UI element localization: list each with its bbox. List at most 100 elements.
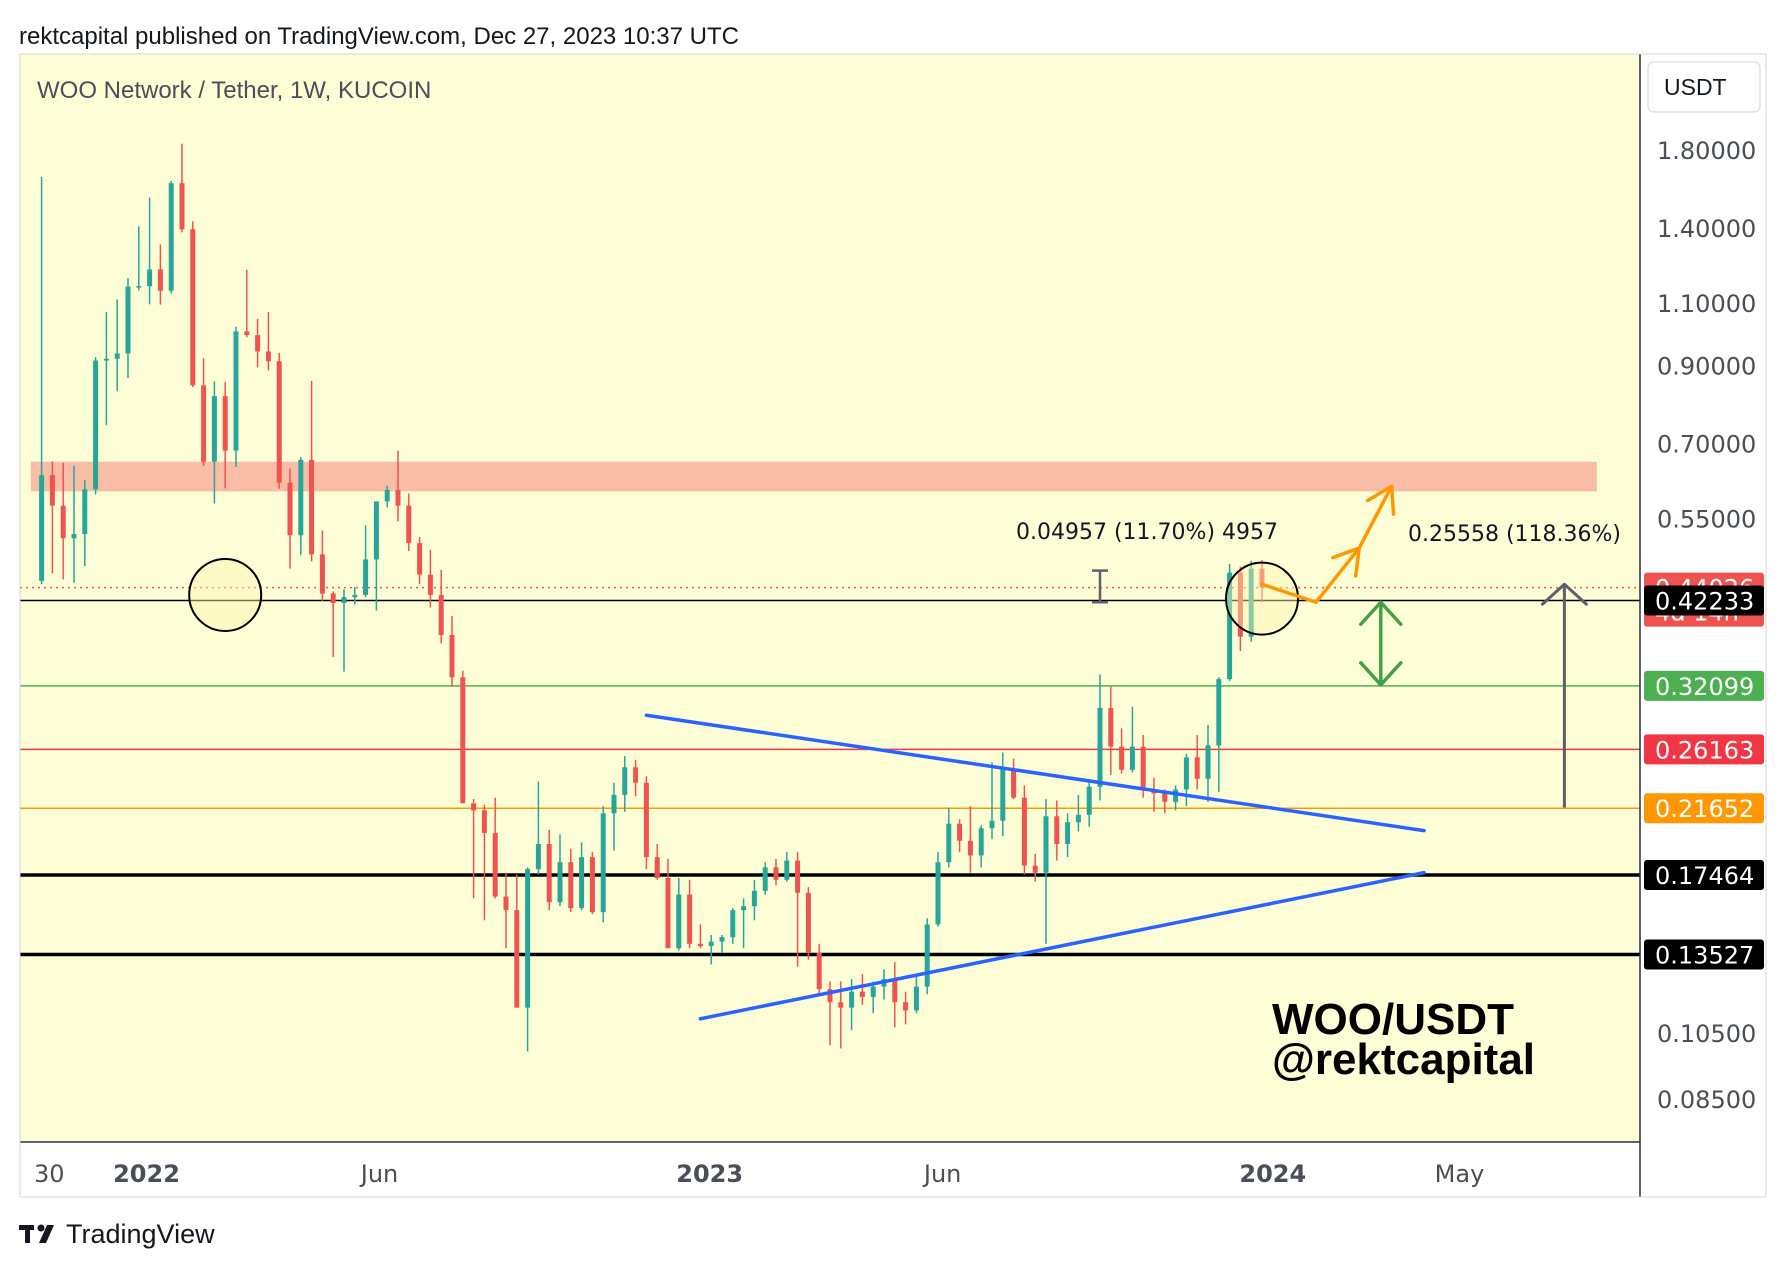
candle-body [1011,768,1017,798]
price-level-badge-label: 0.32099 [1655,673,1754,701]
candle-body [849,991,855,1008]
candle-body [417,543,423,575]
tradingview-logo[interactable]: TradingView [19,1219,215,1249]
candle-body [557,862,563,903]
candle-body [719,937,725,942]
candle-body [751,890,757,907]
y-tick-label: 0.90000 [1657,352,1756,380]
candle-body [1173,789,1179,802]
candle-body [276,361,282,483]
candle-body [773,867,779,880]
projection-arrowhead-mid [1331,546,1361,578]
candle-body [1065,822,1071,844]
candle-body [71,534,77,539]
candle-body [1194,757,1200,779]
candle-body [384,489,390,502]
candle-body [471,803,477,811]
candle-body [600,813,606,913]
y-tick-label: 0.70000 [1657,430,1756,458]
candle-body [1075,814,1081,823]
candle-body [1162,793,1168,802]
watermark-pair: WOO/USDT [1272,995,1514,1044]
chart-pane[interactable] [20,54,1640,1142]
green-range-arrowhead-down [1359,661,1403,687]
candle-body [60,505,66,539]
y-tick-label: 0.08500 [1657,1086,1756,1114]
candle-body [1119,746,1125,770]
candle-body [449,635,455,678]
candle-body [319,554,325,594]
highlight-circle [188,557,263,632]
candle-body [341,597,347,603]
x-tick-label: 30 [34,1160,65,1188]
candle-body [1043,816,1049,873]
candle-body [481,810,487,833]
candle-body [265,351,271,362]
price-level-badge-label: 0.42233 [1655,588,1754,616]
candle-body [989,820,995,829]
candle-body [622,767,628,795]
gray-measure-arrowhead [1540,582,1588,606]
projection-path [1260,484,1394,605]
candle-body [492,832,498,897]
candle-body [546,843,552,903]
currency-button-label: USDT [1664,74,1727,100]
candle-body [1205,745,1211,779]
candle-body [1086,786,1092,815]
drawing-layer: 0.04957 (11.70%) 4957 0.25558 (118.36%) [188,484,1621,1021]
candle-body [967,840,973,856]
triangle-upper-trendline [644,713,1426,833]
candle-body [643,782,649,858]
candle-body [114,353,120,359]
y-tick-label: 0.55000 [1657,505,1756,533]
candle-body [503,896,509,911]
candle-body [762,867,768,891]
candle-body [676,894,682,949]
candle-body [870,986,876,997]
price-level-badge-label: 0.21652 [1655,795,1754,823]
candle-body [568,862,574,909]
tradingview-logo-icon [19,1224,54,1243]
candle-body [913,986,919,1011]
candle-body [1129,746,1135,770]
candle-body [157,269,163,291]
candle-body [298,459,304,536]
candle-body [903,1002,909,1011]
candle-body [525,869,531,1008]
candle-body [1021,797,1027,866]
price-level-badge [1644,585,1764,616]
y-tick-label: 1.80000 [1657,137,1756,165]
x-tick-label: May [1435,1160,1485,1188]
candle-body [244,331,250,336]
candle-body [957,823,963,841]
price-level-badge [1644,734,1764,765]
price-level-badge-label: 0.26163 [1655,736,1754,764]
candle-body [168,183,174,291]
candle-body [859,991,865,997]
candle-body [352,594,358,598]
x-tick-label: Jun [359,1160,399,1188]
currency-button[interactable]: USDT [1647,61,1761,113]
time-axis[interactable] [20,1142,1766,1197]
price-level-badge [1644,670,1764,701]
price-level-badge-label: 0.13527 [1655,941,1754,969]
candle-body [1216,679,1222,746]
candle-body [255,335,261,352]
candle-body [1237,572,1243,637]
candle-body [39,475,45,581]
candle-body [1032,865,1038,873]
candle-body [784,860,790,880]
candle-body [438,594,444,636]
resistance-zone-layer [30,461,1597,492]
candle-body [1227,572,1233,680]
measure-label-large: 0.25558 (118.36%) [1408,522,1621,547]
axis-layer: 1.80000 1.40000 1.10000 0.90000 0.70000 0.550… [34,137,1764,1188]
candle-body [93,360,99,490]
y-tick-label: 1.10000 [1657,290,1756,318]
candle-body [136,286,142,288]
candle-body [1097,707,1103,787]
projection-arrowhead-end [1365,484,1396,516]
x-tick-label: 2024 [1239,1160,1306,1188]
candle-body [82,489,88,535]
